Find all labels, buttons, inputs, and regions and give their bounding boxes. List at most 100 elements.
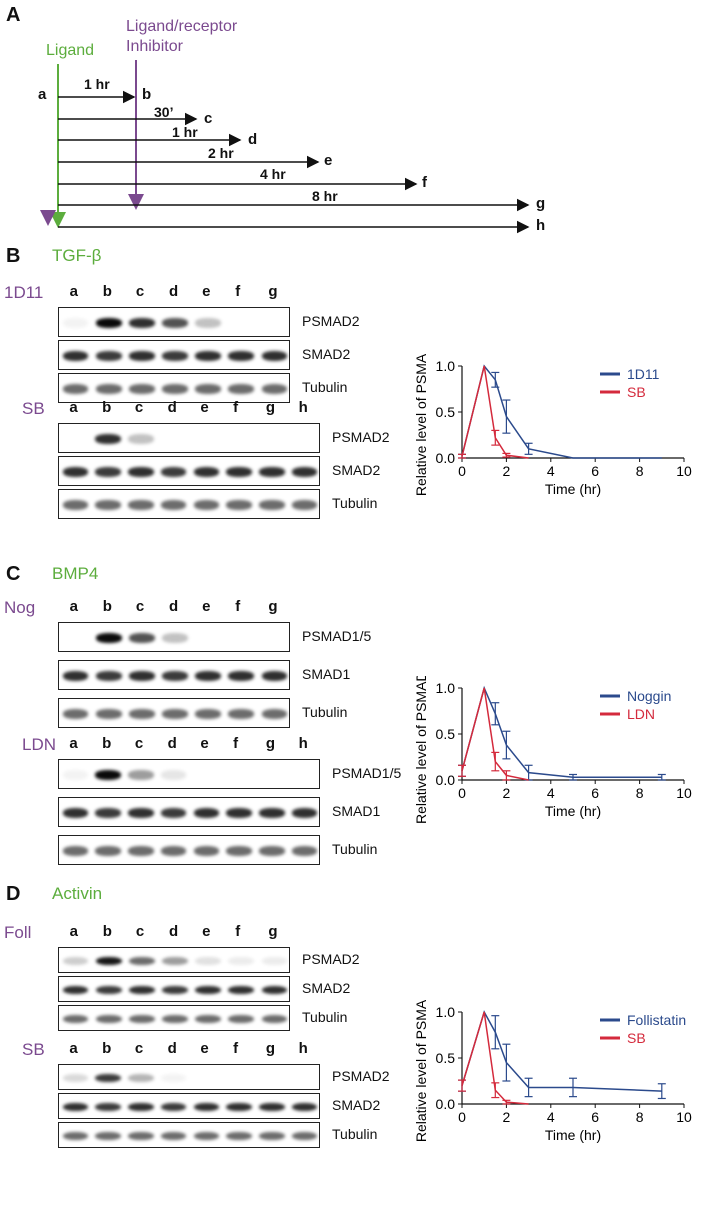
blot-band <box>95 1131 121 1141</box>
blot-band <box>128 1073 154 1083</box>
blot-strip <box>58 947 290 973</box>
row-end: e <box>324 152 333 169</box>
lane-label: a <box>69 399 78 416</box>
blot-band <box>193 1102 220 1112</box>
blot-band <box>128 770 154 780</box>
inhibitor-label-line1: Ligand/receptor <box>126 18 238 35</box>
blot-band <box>193 1131 220 1141</box>
blot-band <box>95 671 122 681</box>
ligand-name: TGF-β <box>52 246 102 265</box>
lane-label: e <box>200 735 209 752</box>
blot-band <box>62 985 89 995</box>
x-tick-label: 8 <box>636 785 644 801</box>
blot-band <box>162 671 188 681</box>
blot-band <box>226 846 252 856</box>
blot-strip <box>58 423 320 453</box>
blot-band <box>128 846 154 856</box>
lane-label: d <box>167 1040 177 1057</box>
blot-band <box>95 384 122 394</box>
blot-band <box>160 1102 187 1112</box>
blot-band <box>95 318 122 328</box>
blot-strip <box>58 976 290 1002</box>
lane-label: g <box>268 598 278 615</box>
blot-band <box>226 1131 252 1141</box>
blot-band <box>261 1014 288 1024</box>
blot-band <box>261 351 288 361</box>
blot-band <box>95 985 122 995</box>
x-tick-label: 8 <box>636 463 644 479</box>
blot-band <box>95 956 122 966</box>
blot-strip <box>58 835 320 865</box>
row-dur: 2 hr <box>208 145 234 161</box>
lane-label: h <box>298 399 308 416</box>
blot-band <box>162 318 188 328</box>
blot-row-label: PSMAD1/5 <box>332 765 402 781</box>
blot-band <box>62 709 89 719</box>
y-tick-label: 0.5 <box>436 726 456 742</box>
blot-row-label: Tubulin <box>302 704 348 720</box>
chart-0: 0 2 4 6 8 10 0.0 0.5 1.0 Time (hr) Relative level … <box>413 354 692 497</box>
blot-band <box>160 467 187 477</box>
lane-label: d <box>169 923 179 940</box>
blot-strip <box>58 698 290 728</box>
lane-label: a <box>69 1040 78 1057</box>
blot-strip <box>58 456 320 486</box>
blot-band <box>128 384 155 394</box>
blot-band <box>128 500 154 510</box>
blot-band <box>195 318 222 328</box>
blot-row-label: PSMAD2 <box>302 951 360 967</box>
blot-band <box>291 1131 318 1141</box>
row-end: b <box>142 86 152 103</box>
lane-label: e <box>200 399 209 416</box>
inhibitor-name: SB <box>22 1040 45 1059</box>
blot-band <box>195 384 222 394</box>
blot-band <box>261 671 288 681</box>
chart-1: 0 2 4 6 8 10 0.0 0.5 1.0 Time (hr) Relative level … <box>413 676 692 824</box>
blot-row-label: PSMAD1/5 <box>302 628 372 644</box>
inhibitor-name: Foll <box>4 923 32 942</box>
blot-band <box>261 709 288 719</box>
x-tick-label: 0 <box>458 1109 466 1125</box>
ligand-name: BMP4 <box>52 564 99 583</box>
blot-band <box>228 1014 255 1024</box>
blot-band <box>128 1014 155 1024</box>
lane-label: f <box>233 399 239 416</box>
ligand-label: Ligand <box>46 42 95 59</box>
blot-row-label: PSMAD2 <box>302 313 360 329</box>
blot-band <box>62 846 89 856</box>
blot-band <box>195 671 222 681</box>
row-dur: 1 hr <box>84 76 110 92</box>
y-tick-label: 0.0 <box>436 1096 456 1112</box>
panel-d-letter: D <box>6 883 21 905</box>
lane-label: g <box>268 283 278 300</box>
y-tick-label: 0.0 <box>436 450 456 466</box>
blot-strip <box>58 1122 320 1148</box>
x-axis-label: Time (hr) <box>545 803 601 819</box>
blot-band <box>62 671 89 681</box>
panel-b-letter: B <box>6 245 21 267</box>
blot-row-label: SMAD1 <box>302 666 351 682</box>
blot-band <box>62 1073 89 1083</box>
blot-band <box>259 808 285 818</box>
lane-label: c <box>135 598 145 615</box>
blot-band <box>62 467 89 477</box>
blot-band <box>228 384 255 394</box>
blot-band <box>95 1102 121 1112</box>
blot-band <box>162 709 188 719</box>
inhibitor-name: 1D11 <box>4 283 44 302</box>
blot-band <box>128 467 154 477</box>
blot-band <box>162 633 188 643</box>
lane-label: a <box>69 735 78 752</box>
blot-row-label: PSMAD2 <box>332 1068 390 1084</box>
blot-band <box>226 467 252 477</box>
blot-band <box>62 956 89 966</box>
lane-label: a <box>69 598 78 615</box>
x-tick-label: 0 <box>458 463 466 479</box>
blot-band <box>95 351 122 361</box>
blot-strip <box>58 622 290 652</box>
inhibitor-name: Nog <box>4 598 36 617</box>
row-end: h <box>536 217 546 234</box>
y-tick-label: 1.0 <box>436 358 456 374</box>
blot-strip <box>58 759 320 789</box>
blot-band <box>195 1014 222 1024</box>
